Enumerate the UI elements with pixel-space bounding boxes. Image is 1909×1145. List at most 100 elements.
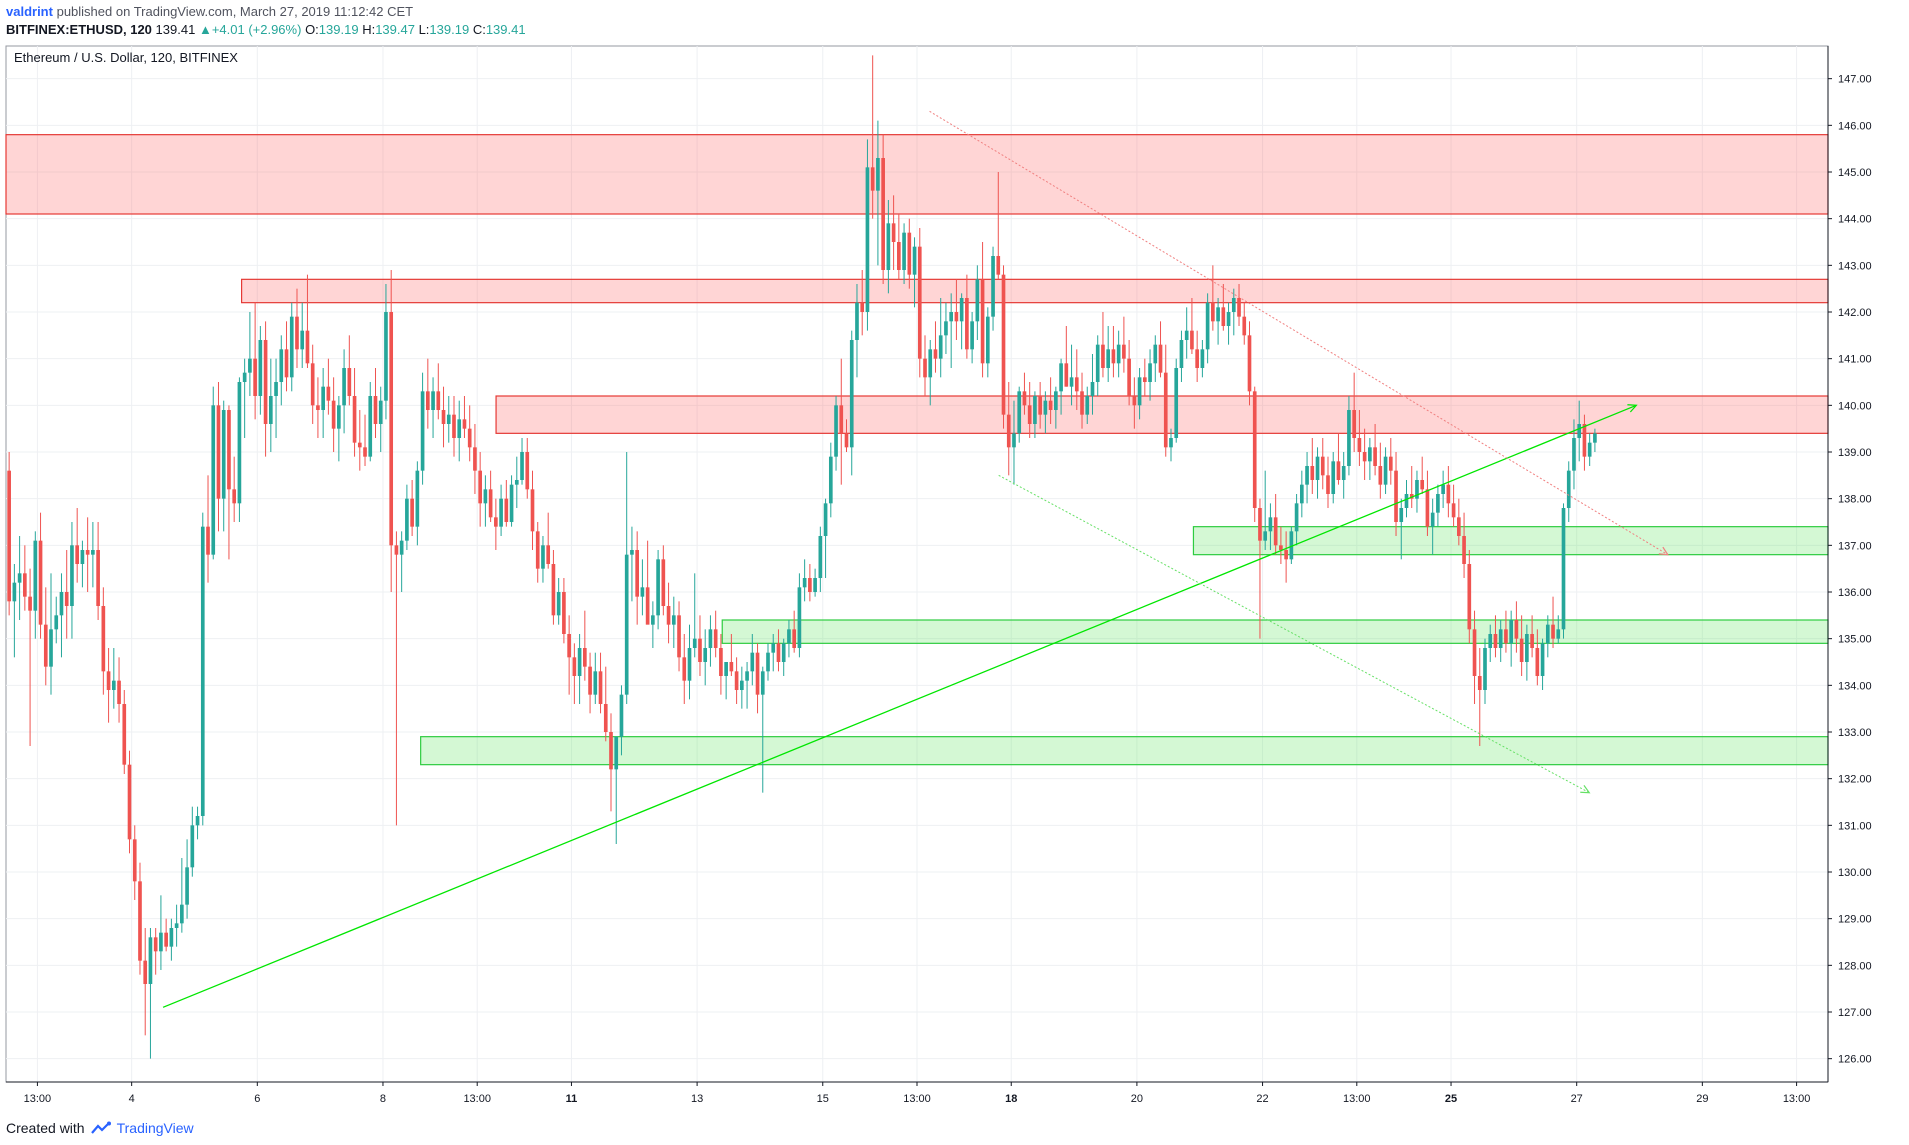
candle-body (698, 638, 702, 662)
candle (1551, 596, 1555, 648)
time-axis[interactable]: 13:00 4 6 8 13:00 11 13 15 13:00 18 20 22 13:00 25 27 2… (24, 1082, 1811, 1105)
candle (148, 928, 153, 1059)
candle-body (1561, 508, 1566, 630)
candle (153, 928, 158, 975)
candle (305, 274, 310, 368)
candle (1038, 382, 1042, 429)
candle-body (514, 480, 519, 485)
candle-body (760, 671, 765, 695)
candle (729, 634, 734, 676)
price-chart[interactable]: 126.00 127.00 128.00 129.00 130.00 131.00 132.… (0, 44, 1909, 1114)
candle (1169, 428, 1173, 462)
price-tick-label: 134.00 (1838, 680, 1872, 692)
candle (295, 288, 299, 368)
tradingview-brand[interactable]: TradingView (116, 1120, 194, 1136)
candle-body (1258, 508, 1262, 541)
candle-body (917, 246, 922, 359)
candle (1216, 298, 1220, 345)
candle (535, 522, 540, 583)
candle (1059, 358, 1063, 415)
candle-body (1357, 438, 1362, 452)
candle (1341, 452, 1346, 499)
candle-body (436, 391, 441, 410)
candle-body (1294, 503, 1299, 532)
candle (965, 274, 969, 359)
candle (1394, 452, 1398, 536)
candle-body (1111, 349, 1116, 364)
candle (237, 377, 242, 522)
price-change: +4.01 (+2.96%) (211, 22, 302, 37)
candle-body (1148, 363, 1152, 382)
candle-body (546, 545, 551, 564)
candle-body (1572, 438, 1576, 471)
publisher-name[interactable]: valdrint (6, 4, 53, 19)
candle (1231, 288, 1236, 336)
candle (1247, 321, 1252, 406)
time-tick-label: 13 (691, 1093, 703, 1105)
candle (509, 475, 514, 527)
candle-body (305, 330, 310, 364)
candle-body (1430, 512, 1435, 527)
price-axis[interactable]: 126.00 127.00 128.00 129.00 130.00 131.00 132.… (1828, 74, 1872, 1066)
candle-body (671, 615, 676, 625)
ascending-support-line (162, 404, 1637, 1008)
candle (1174, 358, 1179, 443)
candle-body (38, 540, 43, 625)
candle-body (1566, 470, 1571, 508)
price-tick-label: 142.00 (1838, 307, 1872, 319)
candle-body (1163, 372, 1168, 448)
candle-body (1368, 447, 1372, 462)
candle (865, 139, 870, 331)
candle (1535, 629, 1540, 686)
candle-body (64, 592, 69, 606)
candle-body (907, 232, 912, 275)
candle-body (190, 825, 195, 868)
candle (1221, 284, 1226, 331)
candle (1043, 391, 1048, 434)
candle (33, 531, 38, 639)
candle-body (1525, 634, 1529, 662)
candle-body (1530, 634, 1534, 648)
chart-title: Ethereum / U.S. Dollar, 120, BITFINEX (14, 50, 238, 65)
candle-body (1054, 391, 1058, 410)
candle-body (1080, 391, 1084, 415)
candle (1033, 391, 1037, 438)
candle-body (1027, 405, 1032, 424)
candle-body (467, 428, 472, 448)
candle (677, 601, 681, 672)
candle (1530, 615, 1534, 658)
candle (258, 326, 263, 415)
candle (959, 293, 964, 350)
candle (1326, 456, 1330, 508)
candle (635, 531, 639, 625)
candle-body (1299, 484, 1304, 504)
high-label: H: (362, 22, 376, 37)
time-tick-label: 13:00 (903, 1093, 931, 1105)
candle (1336, 433, 1341, 485)
candle-body (1247, 335, 1252, 392)
candle-body (1409, 494, 1414, 499)
candle-body (159, 932, 163, 952)
candle-body (886, 223, 891, 270)
candle-body (645, 587, 650, 625)
candle-body (567, 634, 571, 658)
candle (1509, 610, 1513, 667)
candle (1153, 335, 1158, 382)
candle (593, 652, 598, 704)
candle-body (787, 629, 791, 644)
candle-body (991, 256, 995, 317)
candle (111, 648, 116, 709)
candle (556, 578, 561, 625)
candle-body (776, 643, 781, 662)
price-tick-label: 127.00 (1838, 1007, 1872, 1019)
candle (1074, 349, 1079, 410)
candle-body (823, 503, 828, 536)
candle (891, 195, 896, 270)
candle-body (692, 638, 697, 648)
candle-body (1284, 550, 1288, 560)
candle (1362, 428, 1367, 480)
candle-body (535, 531, 540, 569)
candle-body (242, 372, 247, 382)
candle-body (954, 312, 959, 322)
candle-body (965, 298, 969, 350)
